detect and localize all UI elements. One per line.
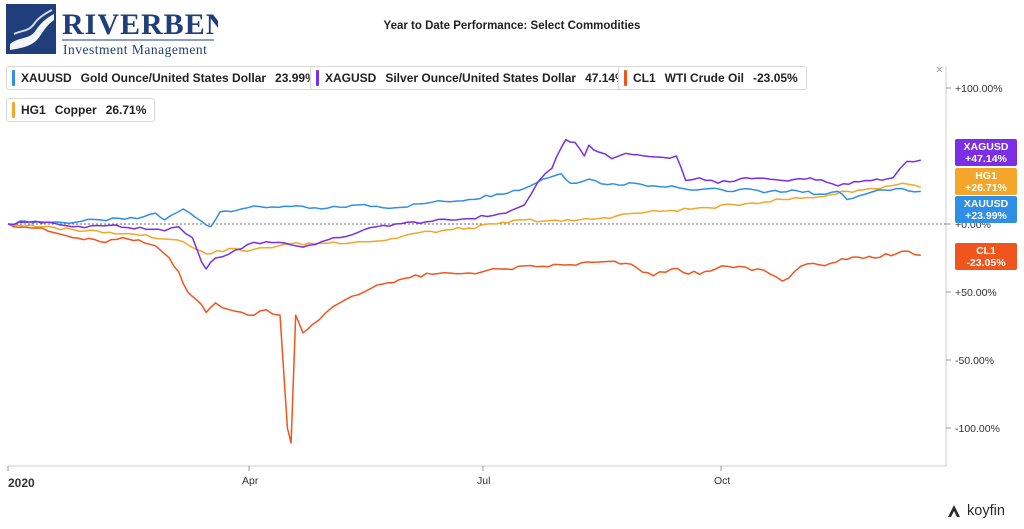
legend-swatch: [12, 70, 15, 86]
end-tag-xagusd: XAGUSD +47.14%: [955, 139, 1017, 166]
y-tick: -100.00%: [946, 423, 1000, 435]
y-tick-label: -50.00%: [955, 355, 994, 367]
legend-label: WTI Crude Oil: [664, 71, 745, 85]
y-tick-label: +100.00%: [955, 83, 1003, 95]
koyfin-watermark: koyfin: [946, 503, 1005, 519]
end-tag-ticker: HG1: [975, 170, 997, 182]
x-tick-label: 2020: [8, 476, 35, 490]
end-tag-ticker: CL1: [976, 245, 996, 257]
close-x-icon[interactable]: [936, 66, 943, 73]
y-tick-label: +50.00%: [955, 287, 997, 299]
legend-ticker: XAUUSD: [21, 71, 72, 85]
legend-swatch: [624, 70, 627, 86]
x-tick: Apr: [242, 466, 259, 487]
chart-axes: +100.00% +50.00% +0.00% -50.00% -100.00%…: [7, 66, 1003, 490]
legend-item-hg1[interactable]: HG1 Copper 26.71%: [6, 98, 156, 122]
legend-ticker: XAGUSD: [325, 71, 377, 85]
legend-ticker: HG1: [21, 103, 46, 117]
x-tick: Jul: [477, 466, 490, 487]
end-tag-value: +26.71%: [965, 182, 1007, 194]
legend-item-cl1[interactable]: CL1 WTI Crude Oil -23.05%: [618, 66, 807, 90]
y-tick-label: -100.00%: [955, 423, 1000, 435]
legend-item-xagusd[interactable]: XAGUSD Silver Ounce/United States Dollar…: [310, 66, 635, 90]
legend-ticker: CL1: [633, 71, 656, 85]
series-group: [7, 138, 922, 444]
end-tag-value: +23.99%: [965, 210, 1007, 222]
legend-value: 47.14%: [585, 71, 626, 85]
end-tag-hg1: HG1 +26.71%: [955, 168, 1017, 195]
end-tag-xauusd: XAUUSD +23.99%: [955, 196, 1017, 223]
x-tick-label: Oct: [714, 475, 730, 487]
end-tag-ticker: XAUUSD: [963, 198, 1009, 210]
y-tick: -50.00%: [946, 355, 994, 367]
x-tick: Oct: [714, 466, 730, 487]
series-line-xauusd: [7, 172, 921, 228]
legend-label: Copper: [54, 103, 97, 117]
legend-swatch: [12, 102, 15, 118]
chart-title: Year to Date Performance: Select Commodi…: [383, 20, 641, 32]
series-line-xagusd: [7, 138, 921, 270]
x-tick-label: Apr: [242, 475, 259, 487]
legend-value: 26.71%: [105, 103, 147, 117]
end-tag-value: -23.05%: [966, 257, 1006, 269]
x-tick: 2020: [7, 466, 35, 490]
y-tick: +50.00%: [946, 287, 997, 299]
legend-label: Silver Ounce/United States Dollar: [385, 71, 577, 85]
koyfin-wordmark: koyfin: [967, 503, 1005, 519]
legend-swatch: [316, 70, 319, 86]
end-tag-ticker: XAGUSD: [963, 141, 1009, 153]
x-tick-label: Jul: [477, 475, 490, 487]
end-tag-value: +47.14%: [965, 153, 1007, 165]
legend-value: 23.99%: [275, 71, 316, 85]
series-line-hg1: [7, 182, 922, 255]
legend-value: -23.05%: [753, 71, 798, 85]
brand-sub: Investment Management: [63, 42, 207, 57]
y-tick: +100.00%: [946, 83, 1003, 95]
riverbend-logo: RIVERBEND Investment Management: [6, 4, 218, 57]
end-tag-cl1: CL1 -23.05%: [955, 243, 1017, 270]
series-line-cl1: [7, 223, 921, 444]
brand-name: RIVERBEND: [62, 8, 218, 41]
legend-label: Gold Ounce/United States Dollar: [80, 71, 267, 85]
koyfin-logo-icon: [948, 505, 960, 517]
legend-item-xauusd[interactable]: XAUUSD Gold Ounce/United States Dollar 2…: [6, 66, 325, 90]
